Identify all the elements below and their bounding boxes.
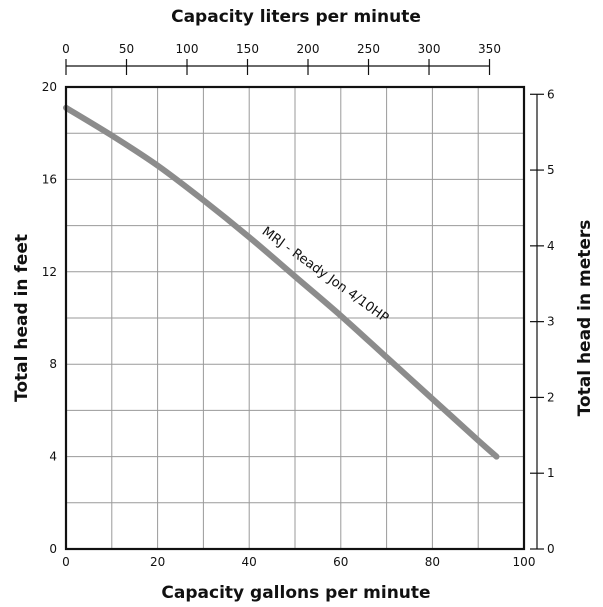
x-tick-label: 80 [425,555,440,569]
top-tick-label: 50 [119,42,134,56]
grid [65,86,525,550]
y-axis-title: Total head in feet [12,234,32,402]
x-tick-label: 40 [242,555,257,569]
right-tick-label: 6 [547,87,555,101]
y-tick-label: 16 [42,172,57,186]
x-axis-title: Capacity gallons per minute [161,583,430,603]
top-tick-label: 100 [176,42,199,56]
right-tick-label: 2 [547,390,555,404]
x-tick-label: 60 [333,555,348,569]
top-tick-label: 150 [236,42,259,56]
y-tick-label: 20 [42,80,57,94]
x-tick-label: 0 [62,555,70,569]
right-tick-label: 5 [547,163,555,177]
right-axis-title: Total head in meters [575,220,595,417]
y-tick-label: 4 [49,450,57,464]
y-tick-label: 8 [49,357,57,371]
series-label: MRJ - Ready Jon 4/10HP [259,224,391,326]
top-tick-label: 0 [62,42,70,56]
right-tick-label: 1 [547,466,555,480]
right-tick-label: 3 [547,315,555,329]
top-tick-label: 200 [297,42,320,56]
right-tick-label: 4 [547,239,555,253]
top-tick-label: 300 [418,42,441,56]
y-tick-label: 0 [49,542,57,556]
plot-frame [64,85,526,551]
top-axis-title: Capacity liters per minute [171,7,421,27]
y-tick-label: 12 [42,265,57,279]
x-tick-label: 100 [513,555,536,569]
top-tick-label: 350 [478,42,501,56]
pump-curve-line [63,104,500,460]
x-tick-label: 20 [150,555,165,569]
right-tick-label: 0 [547,542,555,556]
top-tick-label: 250 [357,42,380,56]
